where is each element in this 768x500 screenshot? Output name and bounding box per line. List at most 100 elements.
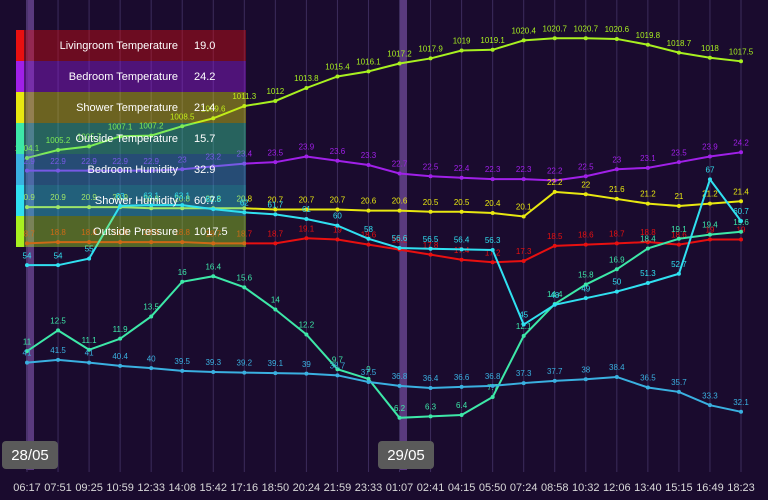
x-tick-label: 02:41 (417, 482, 445, 494)
point (614, 241, 619, 246)
data-label: 52.7 (671, 260, 687, 269)
data-label: 39 (302, 360, 311, 369)
point (707, 403, 712, 408)
data-label: 20.8 (237, 194, 253, 203)
day-band (399, 0, 407, 470)
data-label: 33.3 (702, 391, 718, 400)
data-label: 19.1 (299, 224, 315, 233)
date-box (378, 441, 434, 469)
data-label: 23 (178, 155, 187, 164)
point (645, 280, 650, 285)
point (521, 333, 526, 338)
data-label: 36.5 (640, 374, 656, 383)
point (273, 241, 278, 246)
point (428, 252, 433, 257)
data-label: 18.6 (361, 231, 377, 240)
data-label: 12.5 (50, 316, 66, 325)
point (428, 414, 433, 419)
data-label: 18.6 (578, 231, 594, 240)
legend-value: 15.7 (194, 133, 215, 145)
data-label: 22.2 (547, 167, 563, 176)
point (707, 237, 712, 242)
point (490, 394, 495, 399)
legend-value: 32.9 (194, 164, 215, 176)
point (335, 158, 340, 163)
legend-value: 21.4 (194, 102, 215, 114)
point (459, 257, 464, 262)
data-label: 48 (550, 291, 559, 300)
data-label: 62.5 (205, 195, 221, 204)
data-label: 13.5 (143, 303, 159, 312)
data-label: 41.5 (50, 346, 66, 355)
data-label: 11.9 (113, 325, 129, 334)
legend-name: Outside Pressure (93, 226, 178, 238)
data-label: 16 (178, 268, 187, 277)
point (273, 307, 278, 312)
point (118, 336, 123, 341)
data-label: 18.5 (547, 232, 563, 241)
legend-swatch (16, 30, 24, 61)
point (645, 240, 650, 245)
data-label: 1012 (266, 87, 284, 96)
data-label: 20.1 (516, 203, 532, 212)
point (676, 203, 681, 208)
data-label: 18.4 (640, 235, 656, 244)
point (211, 370, 216, 375)
data-label: 45 (519, 311, 528, 320)
data-label: 41 (23, 349, 32, 358)
point (118, 240, 123, 245)
data-label: 20.8 (174, 194, 190, 203)
point (118, 134, 123, 139)
data-label: 16.4 (205, 262, 221, 271)
data-label: 18.7 (609, 229, 625, 238)
x-tick-label: 09:25 (75, 482, 103, 494)
point (583, 36, 588, 41)
data-label: 22 (581, 180, 590, 189)
point (583, 174, 588, 179)
point (676, 242, 681, 247)
point (552, 36, 557, 41)
data-label: 37.3 (516, 369, 532, 378)
x-tick-label: 14:08 (168, 482, 196, 494)
point (273, 207, 278, 212)
data-label: 23.3 (361, 151, 377, 160)
point (521, 177, 526, 182)
point (56, 148, 61, 153)
point (56, 328, 61, 333)
data-label: 20.9 (50, 193, 66, 202)
point (118, 203, 123, 208)
data-label: 22.9 (81, 157, 97, 166)
point (304, 217, 309, 222)
legend-name: Livingroom Temperature (60, 40, 178, 52)
data-label: 58 (364, 225, 373, 234)
data-label: 18.8 (81, 228, 97, 237)
data-label: 1015.4 (325, 63, 350, 72)
point (211, 164, 216, 169)
point (304, 332, 309, 337)
series-line (26, 230, 742, 419)
data-label: 35.7 (671, 378, 687, 387)
data-label: 22.3 (485, 165, 501, 174)
point (304, 371, 309, 376)
point (211, 241, 216, 246)
point (490, 383, 495, 388)
point (397, 208, 402, 213)
x-tick-label: 16:49 (696, 482, 724, 494)
point (335, 74, 340, 79)
data-label: 6.2 (394, 404, 406, 413)
data-label: 20.5 (454, 198, 470, 207)
data-label: 40.4 (112, 352, 128, 361)
data-label: 22.5 (423, 162, 439, 171)
data-label: 67 (706, 166, 715, 175)
point (739, 409, 743, 414)
x-tick-label: 15:42 (199, 482, 227, 494)
point (739, 237, 743, 242)
data-label: 23.4 (237, 150, 253, 159)
point (335, 237, 340, 242)
point (614, 167, 619, 172)
point (676, 389, 681, 394)
data-label: 36.6 (454, 373, 470, 382)
point (459, 175, 464, 180)
x-tick-label: 06:17 (13, 482, 41, 494)
point (87, 360, 92, 365)
